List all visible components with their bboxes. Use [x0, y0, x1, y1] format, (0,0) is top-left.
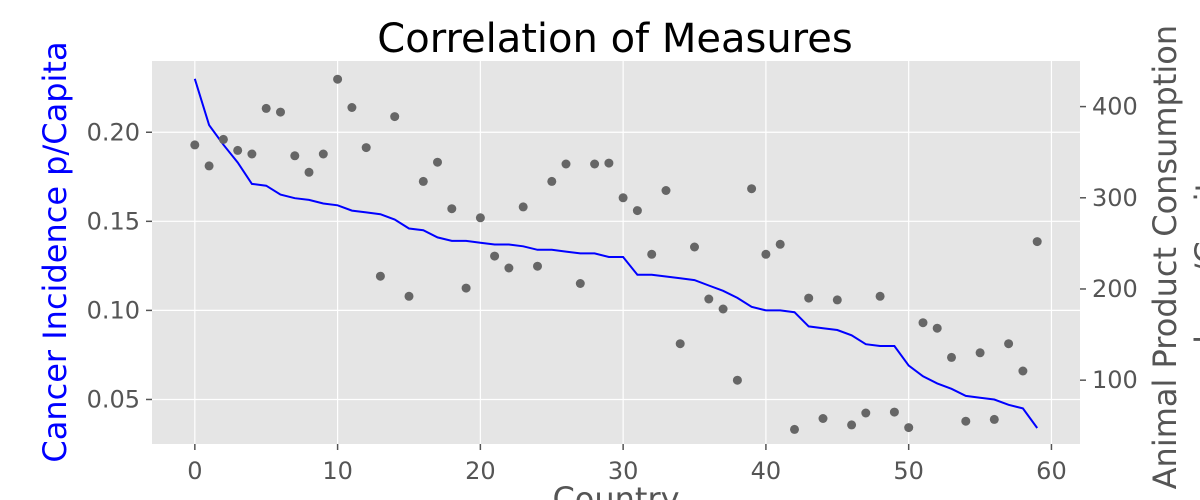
consumption-point	[1004, 339, 1014, 349]
consumption-point	[318, 149, 328, 159]
consumption-point	[675, 339, 685, 349]
left-y-axis-label: Cancer Incidence p/Capita	[36, 41, 74, 462]
consumption-point	[947, 352, 956, 362]
x-tick-label: 0	[187, 457, 202, 485]
consumption-point	[404, 291, 414, 301]
consumption-point	[547, 176, 557, 186]
x-axis-ticks: 0 10 20 30 40 50 60	[187, 444, 1067, 485]
consumption-point	[204, 161, 214, 171]
consumption-point	[447, 204, 457, 214]
consumption-point	[276, 107, 285, 117]
x-tick-label: 10	[322, 457, 353, 485]
consumption-point	[475, 213, 485, 223]
consumption-point	[904, 423, 914, 433]
consumption-point	[361, 143, 371, 153]
left-y-tick-label: 0.15	[87, 207, 140, 235]
right-y-axis-label-line-1: Animal Product Consumption	[1146, 25, 1184, 490]
consumption-point	[989, 414, 999, 424]
consumption-point	[889, 407, 899, 417]
right-y-axis-label: Animal Product Consumption kg p/Capita	[1146, 15, 1200, 490]
plot-area	[152, 61, 1080, 444]
consumption-point	[504, 263, 514, 273]
consumption-point	[775, 239, 785, 249]
consumption-point	[747, 184, 757, 194]
consumption-point	[761, 249, 771, 259]
consumption-point	[861, 408, 871, 418]
consumption-point	[690, 242, 699, 252]
consumption-point	[704, 294, 714, 304]
x-tick-label: 20	[465, 457, 496, 485]
left-y-axis-ticks: 0.05 0.10 0.15 0.20	[87, 118, 152, 413]
x-axis-label: Country	[552, 480, 679, 500]
left-y-tick-label: 0.20	[87, 118, 140, 146]
consumption-point	[632, 206, 642, 216]
consumption-point	[233, 145, 243, 155]
consumption-point	[847, 420, 857, 430]
x-tick-label: 40	[751, 457, 782, 485]
consumption-point	[961, 416, 971, 426]
consumption-point	[618, 193, 628, 203]
consumption-point	[518, 202, 528, 212]
left-y-tick-label: 0.10	[87, 296, 140, 324]
consumption-point	[333, 74, 343, 84]
scatter-series	[190, 74, 1042, 434]
chart-title: Correlation of Measures	[377, 16, 852, 62]
consumption-point	[590, 159, 600, 169]
left-y-tick-label: 0.05	[87, 385, 140, 413]
cancer-incidence-line	[193, 78, 1039, 429]
consumption-point	[190, 140, 200, 150]
right-y-tick-label: 300	[1092, 184, 1138, 212]
consumption-point	[818, 414, 828, 423]
consumption-point	[490, 251, 500, 261]
consumption-point	[304, 167, 314, 177]
consumption-point	[1032, 237, 1042, 247]
consumption-point	[832, 295, 842, 305]
consumption-point	[732, 375, 742, 385]
right-y-tick-label: 400	[1092, 93, 1138, 121]
consumption-point	[461, 283, 471, 293]
right-y-axis-ticks: 100 200 300 400	[1080, 93, 1138, 394]
consumption-point	[375, 271, 385, 281]
consumption-point	[290, 151, 300, 161]
right-y-tick-label: 100	[1092, 366, 1138, 394]
x-tick-label: 30	[608, 457, 639, 485]
consumption-point	[718, 304, 728, 314]
consumption-point	[647, 249, 657, 259]
consumption-point	[390, 112, 400, 122]
consumption-point	[218, 134, 228, 144]
consumption-point	[1018, 366, 1028, 376]
consumption-point	[347, 103, 357, 112]
consumption-point	[533, 261, 542, 271]
x-tick-label: 60	[1036, 457, 1067, 485]
line-series	[193, 78, 1039, 429]
consumption-point	[575, 279, 585, 288]
consumption-point	[875, 291, 885, 301]
consumption-point	[804, 293, 814, 303]
consumption-point	[604, 158, 614, 168]
consumption-point	[261, 103, 271, 113]
x-tick-label: 50	[893, 457, 924, 485]
consumption-point	[661, 186, 671, 195]
consumption-point	[561, 159, 571, 169]
consumption-point	[790, 424, 799, 434]
consumption-point	[433, 157, 442, 167]
consumption-point	[975, 348, 985, 358]
right-y-axis-label-line-2: kg p/Capita	[1188, 160, 1200, 343]
consumption-point	[918, 318, 928, 328]
right-y-tick-label: 200	[1092, 275, 1138, 303]
consumption-point	[247, 149, 257, 159]
consumption-point	[932, 323, 942, 333]
consumption-point	[418, 176, 428, 186]
